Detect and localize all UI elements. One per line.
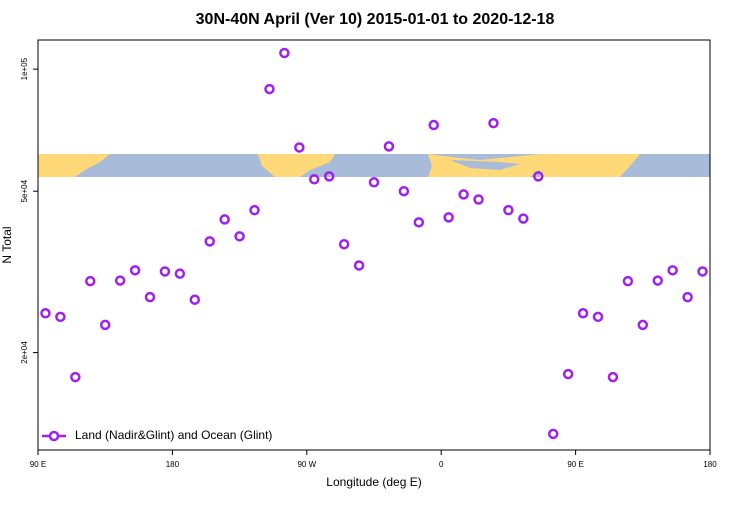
point xyxy=(368,177,380,188)
point xyxy=(488,117,499,129)
point xyxy=(279,47,290,59)
point xyxy=(383,141,395,152)
point xyxy=(428,119,439,131)
x-axis-label: Longitude (deg E) xyxy=(326,475,421,489)
y-tick-label: 2e+04 xyxy=(20,341,29,364)
point xyxy=(667,265,678,276)
point xyxy=(458,189,469,200)
point xyxy=(353,260,365,271)
land xyxy=(38,154,110,177)
point xyxy=(264,83,275,95)
point xyxy=(533,171,544,182)
x-tick-label: 180 xyxy=(166,460,180,469)
point xyxy=(174,268,186,279)
point xyxy=(294,142,305,153)
point xyxy=(55,311,66,323)
x-tick-label: 0 xyxy=(439,460,444,469)
point xyxy=(443,212,454,223)
point xyxy=(204,236,215,247)
point xyxy=(159,266,171,277)
point xyxy=(85,275,96,287)
x-tick-label: 90 E xyxy=(30,460,46,469)
legend-label: Land (Nadir&Glint) and Ocean (Glint) xyxy=(75,428,272,442)
point xyxy=(99,319,111,331)
point xyxy=(40,308,51,319)
point xyxy=(323,171,335,182)
point xyxy=(518,213,529,224)
point xyxy=(503,204,514,216)
land xyxy=(540,154,640,177)
map-band xyxy=(38,154,710,177)
legend-marker xyxy=(48,430,60,442)
point xyxy=(114,275,126,286)
x-tick-label: 90 E xyxy=(567,460,583,469)
point xyxy=(652,275,663,286)
point xyxy=(607,371,619,383)
point xyxy=(547,428,559,440)
point xyxy=(189,294,201,305)
point xyxy=(697,266,708,277)
land xyxy=(258,154,335,177)
y-tick-label: 5e+04 xyxy=(20,179,29,202)
point xyxy=(637,319,649,331)
point xyxy=(622,275,634,287)
sea xyxy=(450,160,520,170)
point xyxy=(413,217,425,228)
point xyxy=(70,371,81,383)
y-tick-label: 1e+05 xyxy=(20,57,29,80)
point xyxy=(249,204,260,216)
point xyxy=(592,311,604,323)
point xyxy=(682,291,693,303)
x-tick-label: 180 xyxy=(703,460,717,469)
point xyxy=(309,174,320,185)
point xyxy=(144,291,156,303)
point xyxy=(577,308,589,319)
y-axis-label: N Total xyxy=(0,226,14,263)
plot-frame xyxy=(37,39,711,451)
point xyxy=(338,238,350,250)
chart-title: 30N-40N April (Ver 10) 2015-01-01 to 202… xyxy=(196,11,555,28)
point xyxy=(562,368,574,380)
point xyxy=(219,214,230,225)
point xyxy=(129,265,141,276)
point xyxy=(234,231,245,242)
point xyxy=(473,194,484,205)
x-tick-label: 90 W xyxy=(297,460,316,469)
point xyxy=(398,185,410,197)
